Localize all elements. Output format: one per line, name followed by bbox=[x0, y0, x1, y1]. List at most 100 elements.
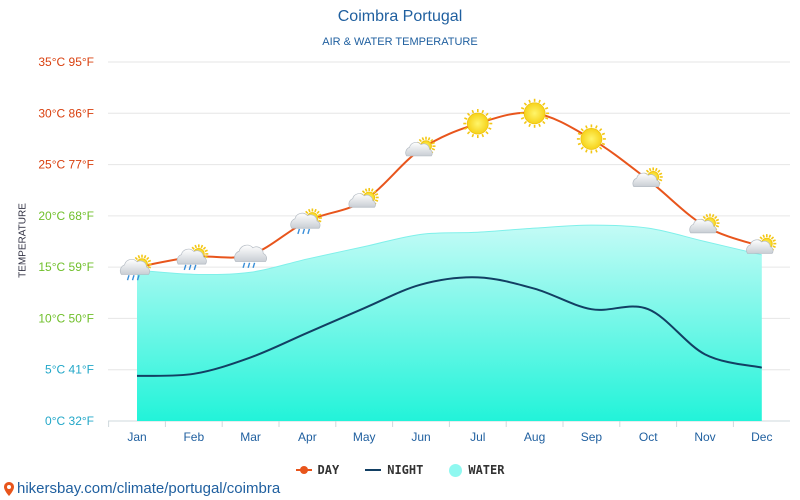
sun-ray bbox=[715, 218, 720, 222]
sun-ray bbox=[318, 219, 322, 223]
sun-icon bbox=[576, 124, 606, 154]
y-tick-label: 20°C 68°F bbox=[38, 209, 94, 223]
sun-ray bbox=[316, 210, 320, 214]
sun-ray bbox=[648, 167, 652, 172]
sun-ray bbox=[544, 116, 549, 120]
x-tick-label: Jul bbox=[470, 430, 485, 444]
cloud-shape bbox=[405, 142, 433, 157]
sun-ray bbox=[488, 117, 492, 120]
sun-cloud-rain-icon bbox=[290, 208, 322, 235]
sun-ray bbox=[488, 127, 492, 130]
x-tick-label: May bbox=[353, 430, 376, 444]
sun-icon bbox=[520, 98, 550, 128]
sun-ray bbox=[657, 169, 661, 173]
legend-night-marker bbox=[365, 469, 382, 471]
sun-ray bbox=[194, 244, 198, 249]
x-tick-label: Feb bbox=[183, 430, 204, 444]
x-tick-label: Dec bbox=[751, 430, 772, 444]
sun-cloud-icon bbox=[405, 136, 436, 157]
x-tick-label: Jan bbox=[127, 430, 146, 444]
sun-ray bbox=[544, 106, 549, 110]
sun-ray bbox=[538, 123, 541, 127]
source-link[interactable]: hikersbay.com/climate/portugal/coimbra bbox=[4, 480, 280, 497]
x-tick-label: Sep bbox=[581, 430, 603, 444]
sun-ray bbox=[601, 142, 606, 146]
sun-ray bbox=[374, 199, 379, 202]
sun-ray bbox=[364, 188, 368, 192]
night-point bbox=[363, 307, 366, 310]
sun-ray bbox=[305, 210, 309, 214]
rain-drop bbox=[183, 264, 187, 271]
night-point bbox=[306, 331, 309, 334]
weather-icons bbox=[119, 98, 777, 281]
sun-ray bbox=[314, 208, 317, 213]
chart-legend: DAY NIGHT WATER bbox=[0, 463, 800, 477]
sun-ray bbox=[134, 256, 138, 261]
sun-ray bbox=[577, 132, 582, 136]
night-point bbox=[192, 372, 195, 375]
sun-cloud-icon bbox=[746, 234, 777, 254]
sun-ray bbox=[485, 131, 489, 135]
sun-icon bbox=[463, 109, 493, 139]
sun-ray bbox=[538, 99, 541, 103]
x-tick-label: Nov bbox=[694, 430, 715, 444]
rain-drop bbox=[136, 274, 140, 281]
cloud-shape bbox=[234, 244, 267, 262]
sun-ray bbox=[770, 236, 775, 240]
legend-day-label: DAY bbox=[317, 463, 340, 477]
rain-drop bbox=[242, 262, 246, 269]
sun-ray bbox=[373, 190, 377, 194]
sun-ray bbox=[191, 246, 195, 250]
chart-subtitle: AIR & WATER TEMPERATURE bbox=[322, 36, 478, 48]
legend-water-label: WATER bbox=[468, 463, 505, 477]
sun-ray bbox=[759, 236, 763, 240]
rain-drop bbox=[302, 228, 306, 235]
x-tick-label: Jun bbox=[411, 430, 430, 444]
sun-disc bbox=[580, 128, 603, 150]
sun-ray bbox=[204, 255, 208, 259]
y-axis-label: TEMPERATURE bbox=[17, 203, 29, 278]
night-point bbox=[760, 366, 763, 369]
sun-ray bbox=[464, 117, 468, 120]
sun-ray bbox=[202, 246, 207, 250]
sun-ray bbox=[595, 149, 598, 153]
night-point bbox=[704, 353, 707, 356]
night-point bbox=[420, 283, 423, 286]
sun-ray bbox=[715, 224, 720, 228]
x-axis-ticks: Jan Feb Mar Apr May Jun Jul Aug Sep Oct Nov Dec bbox=[108, 421, 772, 444]
y-tick-label: 15°C 59°F bbox=[38, 260, 94, 274]
rain-drop bbox=[131, 274, 135, 281]
rain-drop bbox=[297, 228, 301, 235]
sun-ray bbox=[528, 99, 531, 103]
rain-drop bbox=[188, 264, 192, 271]
sun-ray bbox=[762, 234, 766, 238]
sun-ray bbox=[772, 245, 776, 249]
sun-ray bbox=[427, 137, 431, 141]
sun-ray bbox=[370, 188, 374, 192]
sun-ray bbox=[598, 146, 603, 150]
y-tick-label: 35°C 95°F bbox=[38, 55, 94, 69]
night-point bbox=[136, 374, 139, 377]
sun-ray bbox=[714, 215, 718, 220]
source-url: hikersbay.com/climate/portugal/coimbra bbox=[17, 480, 281, 497]
sun-cloud-icon bbox=[632, 167, 663, 188]
sun-ray bbox=[711, 214, 715, 218]
sun-ray bbox=[523, 102, 528, 106]
sun-ray bbox=[418, 138, 422, 143]
sun-ray bbox=[147, 259, 152, 263]
sun-ray bbox=[520, 106, 525, 110]
cloud-shape bbox=[119, 259, 150, 275]
legend-night[interactable]: NIGHT bbox=[365, 463, 423, 477]
cloud-shape bbox=[689, 218, 717, 234]
cloud-shape bbox=[176, 248, 207, 265]
sun-ray bbox=[146, 256, 150, 261]
sun-ray bbox=[585, 149, 588, 153]
cloud-shape bbox=[632, 172, 660, 188]
sun-ray bbox=[466, 112, 471, 116]
legend-water[interactable]: WATER bbox=[449, 463, 504, 477]
legend-day[interactable]: DAY bbox=[295, 463, 340, 477]
sun-ray bbox=[466, 131, 471, 135]
sun-ray bbox=[374, 193, 379, 196]
cloud-shape bbox=[348, 193, 376, 208]
night-line bbox=[136, 276, 763, 377]
